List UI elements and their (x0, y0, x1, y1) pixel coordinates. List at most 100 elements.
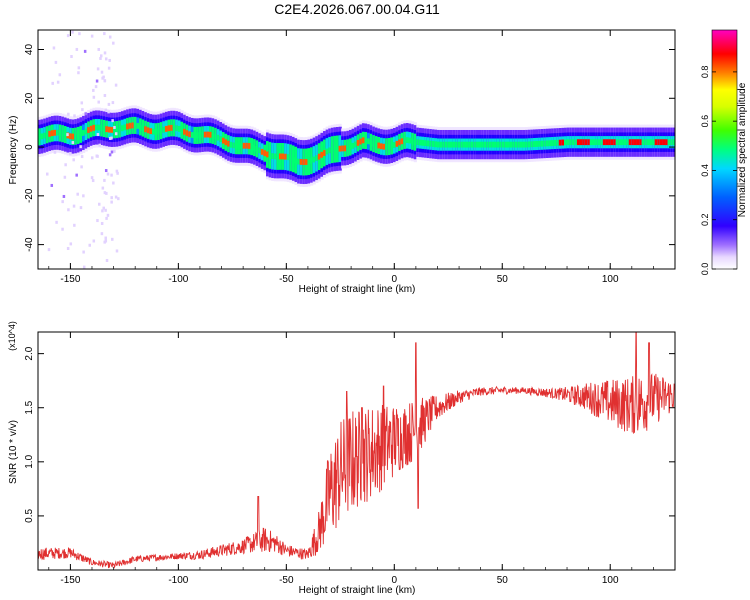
heatmap-speckle (53, 150, 57, 154)
heatmap-speckle (101, 186, 105, 190)
heatmap-cell (341, 145, 345, 152)
heatmap-cell (43, 132, 47, 139)
heatmap-speckle (47, 248, 51, 252)
heatmap-speckle (101, 209, 104, 213)
heatmap-cell (294, 157, 298, 164)
heatmap-cell (527, 141, 531, 148)
heatmap-cell (167, 125, 171, 132)
heatmap-cell (310, 157, 314, 164)
heatmap-cell (618, 139, 622, 146)
heatmap-speckle (46, 172, 49, 176)
heatmap-speckle (77, 71, 80, 75)
heatmap-cell (398, 139, 402, 146)
heatmap-cell (268, 152, 272, 159)
y-tick-label: -40 (24, 237, 35, 252)
heatmap-cell (335, 146, 340, 152)
heatmap-speckle (108, 136, 112, 140)
heatmap-speckle (104, 57, 108, 61)
heatmap-cell (325, 148, 329, 155)
heatmap-cell (636, 139, 640, 146)
heatmap-cell (540, 140, 544, 147)
heatmap-cell (615, 139, 620, 146)
heatmap-cell (50, 130, 55, 137)
heatmap-cell (92, 124, 96, 131)
heatmap-x-axis-label: Height of straight line (km) (299, 284, 416, 295)
heatmap-cell (608, 139, 612, 146)
heatmap-frame (37, 29, 676, 270)
heatmap-speckle (96, 133, 100, 137)
heatmap-cell (110, 126, 114, 133)
heatmap-cell (481, 141, 485, 148)
heatmap-speckle (90, 156, 94, 160)
heatmap-cell (289, 154, 293, 161)
heatmap-cell (144, 126, 148, 133)
x-tick-label: 50 (497, 274, 509, 285)
heatmap-cell (569, 139, 573, 146)
heatmap-cell (84, 128, 88, 135)
heatmap-cell (514, 141, 518, 148)
heatmap-speckle (92, 95, 96, 99)
heatmap-cell (102, 125, 106, 132)
heatmap-cell (442, 141, 446, 148)
heatmap-speckle (97, 100, 100, 104)
heatmap-cell (149, 128, 153, 135)
heatmap-cell (120, 125, 125, 132)
heatmap-cell (97, 124, 101, 131)
heatmap-cell (45, 131, 49, 138)
heatmap-cell (582, 139, 586, 146)
heatmap-cell (385, 143, 389, 150)
heatmap-cell (320, 151, 324, 158)
heatmap-speckle (103, 51, 107, 55)
heatmap-speckle (104, 169, 108, 173)
heatmap-cell (566, 139, 570, 146)
y-tick-label: 40 (24, 44, 35, 56)
heatmap-speckle (107, 66, 111, 70)
heatmap-cell (227, 140, 231, 147)
heatmap-speckle (114, 132, 118, 136)
heatmap-speckle (92, 239, 96, 243)
heatmap-cell (263, 150, 267, 157)
heatmap-cell (271, 153, 275, 160)
snr-series-line (38, 332, 675, 569)
heatmap-cell (597, 139, 601, 146)
heatmap-cell (623, 139, 627, 146)
heatmap-speckle (82, 250, 85, 254)
heatmap-cell (242, 142, 246, 149)
heatmap-panel: -150 -100 -50 0 50 100 -40 -20 0 20 40 Height of s… (8, 29, 676, 295)
figure-title: C2E4.2026.067.00.04.G11 (274, 1, 440, 17)
heatmap-speckle (77, 66, 81, 70)
heatmap-speckle (67, 208, 70, 212)
heatmap-cell (250, 143, 254, 150)
colorbar-tick-label: 0.6 (700, 115, 710, 128)
heatmap-speckle (61, 200, 64, 204)
heatmap-speckle (90, 34, 94, 38)
heatmap-cell (667, 139, 671, 146)
heatmap-cell (196, 132, 200, 139)
heatmap-cell (185, 130, 189, 137)
x-tick-label: -50 (279, 274, 294, 285)
heatmap-cell (89, 125, 94, 132)
heatmap-speckle (71, 30, 74, 34)
heatmap-speckle (55, 220, 58, 224)
heatmap-cell (229, 141, 233, 148)
heatmap-cell (387, 143, 392, 150)
y-tick-label: 0 (24, 144, 35, 150)
y-tick-label: 2.0 (24, 346, 35, 360)
heatmap-cell (434, 141, 438, 148)
heatmap-cell (447, 141, 451, 148)
heatmap-ticks: -150 -100 -50 0 50 100 -40 -20 0 20 40 (24, 30, 676, 285)
heatmap-cell (61, 130, 65, 137)
heatmap-cell (413, 139, 417, 146)
heatmap-speckle (115, 249, 119, 253)
heatmap-cell (486, 141, 490, 148)
heatmap-speckle (67, 112, 70, 116)
heatmap-speckle (62, 194, 66, 198)
heatmap-cell (558, 139, 563, 146)
colorbar-frame (711, 29, 738, 270)
heatmap-cell (126, 123, 130, 130)
heatmap-speckle (73, 114, 76, 118)
heatmap-speckle (61, 227, 64, 231)
heatmap-speckle (113, 125, 116, 129)
heatmap-cell (556, 139, 560, 146)
heatmap-speckle (110, 200, 113, 204)
